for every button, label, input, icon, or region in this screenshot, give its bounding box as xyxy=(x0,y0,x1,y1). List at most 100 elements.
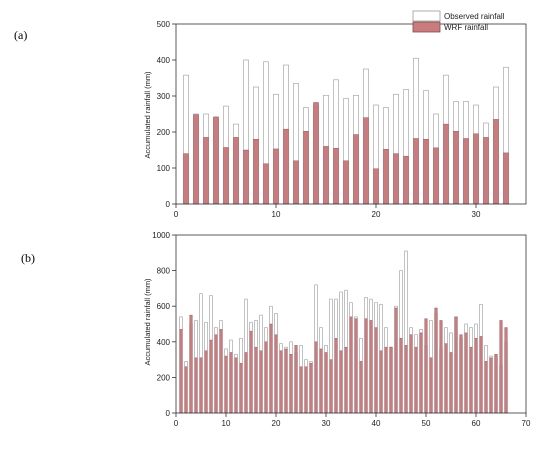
bar-wrf-b-62 xyxy=(484,361,488,414)
bar-wrf-b-29 xyxy=(319,348,323,414)
bar-wrf-a-20 xyxy=(373,168,379,205)
bar-wrf-b-56 xyxy=(454,316,458,414)
xtick-label-b-40: 40 xyxy=(372,419,381,428)
xtick-label-a-0: 0 xyxy=(174,210,179,219)
bar-wrf-b-41 xyxy=(379,350,383,414)
ytick-label-a-200: 200 xyxy=(157,128,171,137)
bar-wrf-b-24 xyxy=(294,345,298,414)
bar-wrf-b-33 xyxy=(339,350,343,414)
xtick-label-b-30: 30 xyxy=(322,419,331,428)
bar-wrf-b-17 xyxy=(259,350,263,414)
bar-wrf-a-31 xyxy=(483,137,489,205)
bar-wrf-b-5 xyxy=(199,357,203,414)
bar-wrf-b-48 xyxy=(414,346,418,414)
bar-wrf-b-22 xyxy=(284,348,288,414)
xtick-label-a-20: 20 xyxy=(372,210,381,219)
bar-wrf-b-12 xyxy=(234,357,238,414)
panel-a-plot: 0 100 200 300 400 500 0 10 20 30 xyxy=(157,20,527,219)
xtick-label-b-10: 10 xyxy=(222,419,231,428)
bar-wrf-a-27 xyxy=(443,123,449,205)
bar-wrf-a-14 xyxy=(313,102,319,205)
bar-wrf-b-40 xyxy=(374,327,378,414)
bar-wrf-b-65 xyxy=(499,320,503,414)
bar-wrf-a-7 xyxy=(243,149,249,205)
legend-wrf-swatch xyxy=(412,21,441,33)
bar-wrf-a-17 xyxy=(343,160,349,205)
bar-wrf-b-27 xyxy=(309,362,313,414)
bar-wrf-b-34 xyxy=(344,346,348,414)
bar-wrf-b-64 xyxy=(494,354,498,414)
bar-wrf-a-16 xyxy=(333,147,339,205)
legend-observed-label: Observed rainfall xyxy=(444,12,505,21)
ytick-label-b-0: 0 xyxy=(166,409,171,418)
bar-wrf-b-35 xyxy=(349,316,353,414)
bar-wrf-a-8 xyxy=(253,138,259,205)
bar-wrf-b-50 xyxy=(424,318,428,414)
bar-wrf-a-3 xyxy=(203,137,209,205)
bar-wrf-b-7 xyxy=(209,339,213,414)
bar-wrf-b-10 xyxy=(224,355,228,414)
bar-wrf-b-63 xyxy=(489,357,493,414)
bar-wrf-a-18 xyxy=(353,134,359,205)
bar-wrf-a-5 xyxy=(223,147,229,205)
bar-wrf-b-46 xyxy=(404,345,408,414)
ytick-label-a-100: 100 xyxy=(157,164,171,173)
panel-b-label: (b) xyxy=(21,251,35,265)
bar-wrf-a-2 xyxy=(193,114,199,205)
xtick-label-b-20: 20 xyxy=(272,419,281,428)
bar-wrf-a-19 xyxy=(363,117,369,205)
xtick-label-b-0: 0 xyxy=(174,419,179,428)
bar-wrf-a-13 xyxy=(303,131,309,205)
bar-wrf-b-57 xyxy=(459,334,463,414)
bar-wrf-a-10 xyxy=(273,148,279,205)
bar-wrf-b-18 xyxy=(264,341,268,414)
bar-wrf-b-52 xyxy=(434,307,438,414)
bar-wrf-b-9 xyxy=(219,329,223,414)
bar-wrf-a-24 xyxy=(413,138,419,205)
ytick-label-b-1000: 1000 xyxy=(152,231,170,240)
bar-wrf-a-9 xyxy=(263,163,269,205)
bar-wrf-b-66 xyxy=(504,327,508,414)
bar-wrf-a-23 xyxy=(403,155,409,205)
panel-b-plot: 0 200 400 600 800 1000 0 10 20 30 40 50 60 70 xyxy=(152,231,531,428)
bar-wrf-a-15 xyxy=(323,146,329,205)
bar-wrf-b-39 xyxy=(369,320,373,414)
bar-wrf-a-28 xyxy=(453,131,459,205)
xtick-label-a-30: 30 xyxy=(472,210,481,219)
legend-observed-swatch xyxy=(412,10,441,22)
bar-wrf-b-58 xyxy=(464,332,468,414)
xtick-label-a-10: 10 xyxy=(272,210,281,219)
ytick-label-b-400: 400 xyxy=(157,338,171,347)
ytick-label-b-600: 600 xyxy=(157,302,171,311)
bar-wrf-b-44 xyxy=(394,307,398,414)
xtick-label-b-50: 50 xyxy=(422,419,431,428)
bar-wrf-b-8 xyxy=(214,334,218,414)
bar-wrf-b-51 xyxy=(429,357,433,414)
bar-wrf-b-23 xyxy=(289,354,293,414)
ytick-label-a-0: 0 xyxy=(166,200,171,209)
bar-wrf-b-25 xyxy=(299,366,303,414)
bar-wrf-a-11 xyxy=(283,128,289,205)
bar-wrf-b-14 xyxy=(244,352,248,414)
bar-wrf-a-32 xyxy=(493,119,499,205)
panel-a-label: (a) xyxy=(14,28,27,42)
bar-wrf-a-26 xyxy=(433,147,439,205)
bar-wrf-b-55 xyxy=(449,352,453,414)
bar-wrf-a-21 xyxy=(383,149,389,205)
bar-wrf-b-47 xyxy=(409,334,413,414)
bar-wrf-b-21 xyxy=(279,350,283,414)
axes-frame-a xyxy=(175,23,527,205)
ytick-label-a-500: 500 xyxy=(157,20,171,29)
bar-wrf-b-2 xyxy=(184,366,188,414)
bar-wrf-a-12 xyxy=(293,160,299,205)
bar-wrf-b-38 xyxy=(364,318,368,414)
ytick-label-b-200: 200 xyxy=(157,373,171,382)
bar-wrf-a-30 xyxy=(473,133,479,205)
ytick-label-a-400: 400 xyxy=(157,56,171,65)
bar-wrf-b-6 xyxy=(204,350,208,414)
bar-wrf-a-33 xyxy=(503,152,509,205)
bar-wrf-b-31 xyxy=(329,359,333,414)
bar-wrf-b-30 xyxy=(324,352,328,414)
bar-wrf-b-3 xyxy=(189,314,193,414)
